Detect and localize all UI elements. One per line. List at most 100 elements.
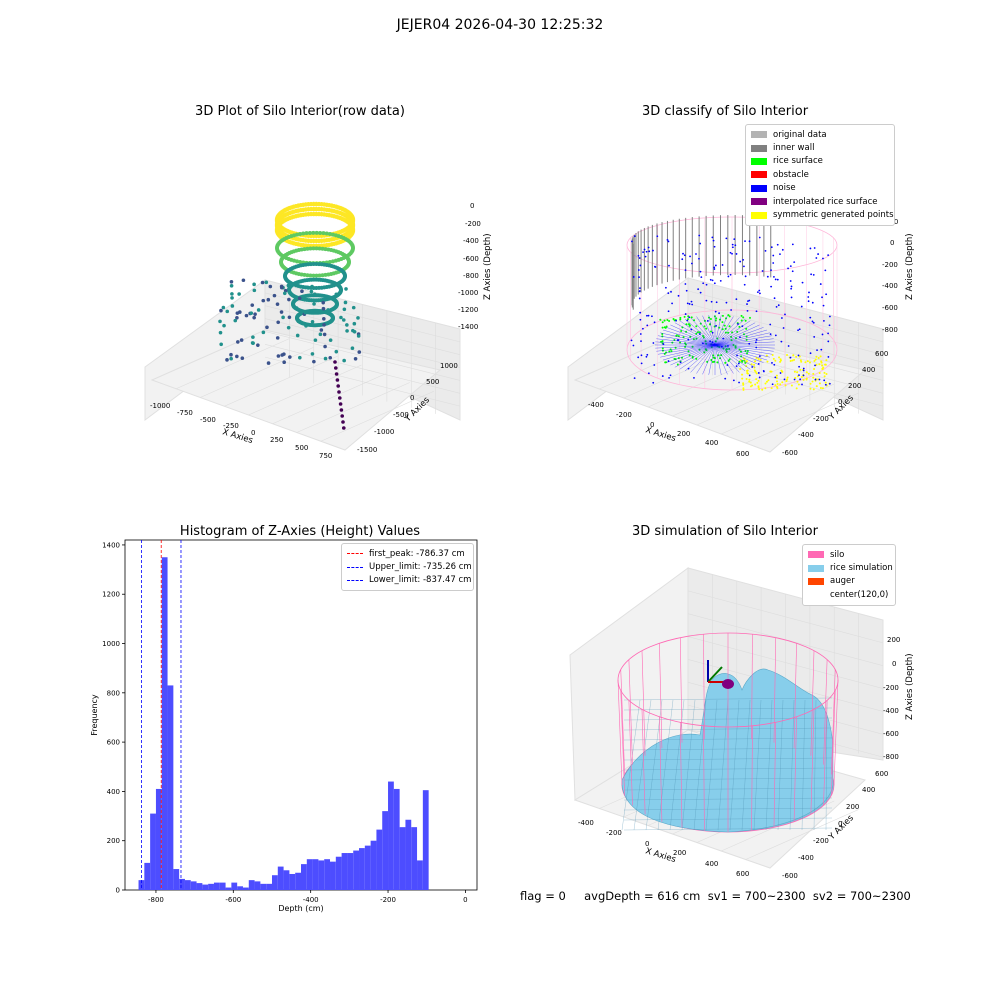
data-point [298,355,302,360]
simulation-ytick: -400 [798,854,814,862]
data-point [225,309,230,314]
noise-point [825,293,828,296]
histogram-bar [306,859,313,890]
data-point [336,384,341,388]
symmetric-point [758,388,761,391]
legend-label: symmetric generated points [773,210,894,221]
noise-point [647,372,650,375]
histogram-bar [277,866,284,890]
data-point [225,358,229,362]
noise-point [660,344,716,358]
simulation-xtick: 0 [645,840,649,848]
legend-label: noise [773,183,796,194]
noise-point [637,254,640,257]
data-point [304,231,309,236]
legend-item: silo [808,548,890,561]
noise-point [827,356,830,358]
noise-point [819,283,822,285]
noise-point [789,356,792,359]
symmetric-point [813,360,816,363]
noise-point [709,340,712,343]
noise-point [715,324,718,327]
histogram-legend: first_peak: -786.37 cm Upper_limit: -735… [341,543,474,592]
classify-legend: original data inner wall rice surface ob… [745,124,895,226]
noise-point [671,302,673,305]
classify-axes-box [567,277,884,453]
noise-point [827,332,830,335]
histogram-bar [411,827,418,890]
histogram-bar [353,850,360,890]
data-point [327,259,332,264]
histogram-y-ticks: 0 200 400 600 800 1000 1200 1400 [102,541,125,895]
histogram-bar [382,811,389,890]
raw-ytick: -500 [393,411,409,419]
data-point [240,356,245,361]
noise-point [684,269,687,272]
legend-label: first_peak: -786.37 cm [369,548,465,559]
silo-vertical-line [773,637,777,743]
noise-point [732,379,735,382]
histogram-xlabel: Depth (cm) [278,904,323,913]
classify-plot-title: 3D classify of Silo Interior [641,104,809,119]
noise-point [657,335,716,346]
noise-point [652,381,655,384]
symmetric-point [746,369,749,372]
symmetric-point [804,361,807,364]
raw-3d-plot: -1000 -750 -500 -250 0 250 500 750 1000 … [144,201,493,460]
simulation-ytick: 0 [838,820,842,828]
data-point [305,246,310,251]
symmetric-point [754,383,757,386]
rice-surface-point [740,319,743,322]
simulation-xtick: 600 [736,870,749,878]
noise-point [630,339,633,342]
symmetric-point [781,381,784,384]
histogram-bar [266,883,272,890]
mesh-line [777,699,784,831]
histogram-y-tick-label: 400 [107,788,120,796]
noise-point [713,245,716,248]
symmetric-point [799,359,802,362]
classify-xtick: -200 [616,411,632,419]
noise-point [662,343,665,345]
data-point [320,273,325,278]
histogram-bar [422,790,429,890]
noise-point [714,344,760,366]
noise-point [810,273,813,276]
symmetric-point [789,359,792,362]
simulation-ztick: -800 [883,753,899,761]
noise-point [777,304,780,307]
noise-point [797,354,800,357]
grid-line [687,341,884,394]
rice-surface-point [705,327,708,330]
noise-point [748,374,751,377]
auger-marker [707,660,734,689]
data-point [238,310,242,314]
data-point [279,284,284,289]
data-point [309,289,314,294]
symmetric-point [748,380,751,383]
legend-swatch [808,564,824,572]
simulation-ytick: -600 [782,872,798,880]
data-point [342,358,346,363]
mesh-line [765,699,773,831]
silo-vertical-line [810,709,815,815]
silo-vertical-line [659,643,663,749]
legend-item: original data [751,128,889,141]
silo-vertical-line [620,669,625,775]
data-point [339,315,343,320]
noise-point [667,292,670,295]
legend-line [347,579,363,581]
noise-point [748,240,751,243]
symmetric-point [785,354,788,357]
noise-point [640,354,643,357]
noise-point [758,376,761,379]
status-footer: flag = 0 avgDepth = 616 cm sv1 = 700~230… [520,889,911,903]
rice-surface-point [693,319,696,322]
symmetric-point [776,382,779,385]
raw-ztick: -200 [465,220,481,228]
classify-ytick: 200 [848,382,861,390]
rice-surface-point [683,315,686,318]
noise-point [802,367,805,370]
noise-point [645,250,648,253]
data-point [221,305,226,310]
